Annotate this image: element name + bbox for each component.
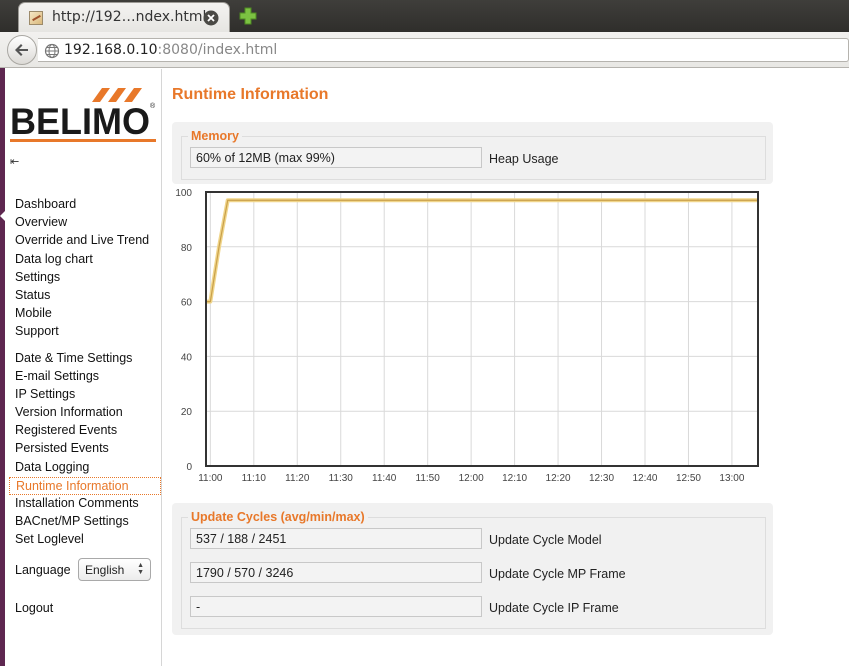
nav-persisted-events[interactable]: Persisted Events	[15, 441, 109, 455]
x-tick-label: 12:50	[676, 473, 701, 484]
globe-icon	[44, 43, 60, 59]
series-line-glow	[206, 198, 758, 304]
x-tick-label: 12:40	[632, 473, 657, 484]
nav-set-loglevel[interactable]: Set Loglevel	[15, 532, 84, 546]
tab-title: http://192…ndex.html	[52, 9, 207, 25]
nav-overview[interactable]: Overview	[15, 215, 68, 229]
x-tick-label: 11:10	[242, 473, 267, 484]
x-tick-label: 11:40	[372, 473, 397, 484]
collapse-sidebar-icon[interactable]: ⇤	[10, 156, 20, 168]
nav-runtime-information[interactable]: Runtime Information	[9, 477, 161, 495]
nav-version-information[interactable]: Version Information	[15, 405, 123, 419]
update-cycles-panel: Update Cycles (avg/min/max) 537 / 188 / …	[172, 503, 773, 635]
nav-email-settings[interactable]: E-mail Settings	[15, 369, 100, 383]
nav-date-time-settings[interactable]: Date & Time Settings	[15, 351, 133, 365]
heap-usage-value: 60% of 12MB (max 99%)	[190, 147, 482, 168]
memory-fieldset	[181, 136, 766, 180]
x-tick-label: 12:10	[502, 473, 527, 484]
logout-link[interactable]: Logout	[15, 601, 54, 615]
y-tick-label: 100	[175, 188, 192, 199]
series-line	[206, 199, 758, 303]
x-tick-label: 13:00	[719, 473, 744, 484]
x-tick-label: 11:00	[198, 473, 223, 484]
sidebar: BELIMO ® ⇤ Dashboard Overview Override a…	[5, 69, 162, 666]
plot-frame	[205, 191, 759, 467]
belimo-logo: BELIMO ®	[10, 88, 156, 142]
y-tick-label: 20	[181, 407, 193, 418]
nav-dashboard[interactable]: Dashboard	[15, 197, 77, 211]
memory-panel: Memory 60% of 12MB (max 99%) Heap Usage	[172, 122, 773, 184]
nav-registered-events[interactable]: Registered Events	[15, 423, 118, 437]
update-cycle-model-value: 537 / 188 / 2451	[190, 528, 482, 549]
memory-legend: Memory	[188, 129, 242, 143]
x-tick-label: 12:00	[459, 473, 484, 484]
nav-data-log-chart[interactable]: Data log chart	[15, 252, 93, 266]
update-cycle-ip-frame-label: Update Cycle IP Frame	[489, 601, 619, 615]
browser-tabstrip: http://192…ndex.html	[0, 0, 849, 32]
y-tick-label: 60	[181, 298, 193, 309]
x-tick-label: 11:30	[329, 473, 354, 484]
select-arrows-icon: ▲ ▼	[137, 562, 144, 576]
update-cycle-mp-frame-value: 1790 / 570 / 3246	[190, 562, 482, 583]
language-label: Language	[15, 563, 71, 577]
update-cycle-ip-frame-value: -	[190, 596, 482, 617]
heap-usage-label: Heap Usage	[489, 152, 559, 166]
x-tick-label: 11:50	[416, 473, 441, 484]
browser-toolbar: 192.168.0.10:8080/index.html	[0, 32, 849, 68]
update-cycles-fieldset	[181, 517, 766, 629]
nav-status[interactable]: Status	[15, 288, 51, 302]
nav-installation-comments[interactable]: Installation Comments	[15, 496, 139, 510]
heap-usage-chart: 0 20 40 60 80 100 11:00 11:10 11:20 11:30 11:40 11:…	[163, 184, 773, 490]
update-cycle-mp-frame-label: Update Cycle MP Frame	[489, 567, 626, 581]
browser-tab[interactable]: http://192…ndex.html	[18, 2, 230, 32]
y-tick-label: 40	[181, 352, 193, 363]
page-favicon-icon	[29, 11, 43, 25]
address-bar[interactable]: 192.168.0.10:8080/index.html	[38, 38, 849, 62]
x-tick-label: 11:20	[285, 473, 310, 484]
nav-bacnet-mp-settings[interactable]: BACnet/MP Settings	[15, 514, 129, 528]
nav-settings[interactable]: Settings	[15, 270, 61, 284]
window-edge	[0, 68, 5, 666]
nav-mobile[interactable]: Mobile	[15, 306, 52, 320]
language-selected-value: English	[85, 563, 125, 577]
back-button[interactable]	[7, 35, 37, 65]
svg-text:BELIMO: BELIMO	[10, 101, 150, 142]
back-arrow-icon	[15, 44, 28, 56]
x-tick-label: 12:20	[546, 473, 571, 484]
y-tick-label: 0	[186, 462, 192, 473]
x-tick-label: 12:30	[589, 473, 614, 484]
close-tab-icon[interactable]	[203, 10, 219, 26]
nav-override-live-trend[interactable]: Override and Live Trend	[15, 233, 150, 247]
chart-svg: 0 20 40 60 80 100 11:00 11:10 11:20 11:30 11:40 11:…	[175, 188, 759, 484]
update-cycle-model-label: Update Cycle Model	[489, 533, 602, 547]
new-tab-plus-icon[interactable]	[238, 6, 258, 26]
page-title: Runtime Information	[172, 86, 329, 103]
update-cycles-legend: Update Cycles (avg/min/max)	[188, 510, 368, 524]
nav-support[interactable]: Support	[15, 324, 59, 338]
nav-ip-settings[interactable]: IP Settings	[15, 387, 76, 401]
url-text: 192.168.0.10:8080/index.html	[64, 42, 278, 58]
edge-arrow-icon	[0, 211, 5, 221]
svg-text:®: ®	[150, 102, 156, 110]
y-tick-label: 80	[181, 243, 193, 254]
nav-data-logging[interactable]: Data Logging	[15, 460, 90, 474]
language-select[interactable]: English ▲ ▼	[78, 558, 151, 581]
